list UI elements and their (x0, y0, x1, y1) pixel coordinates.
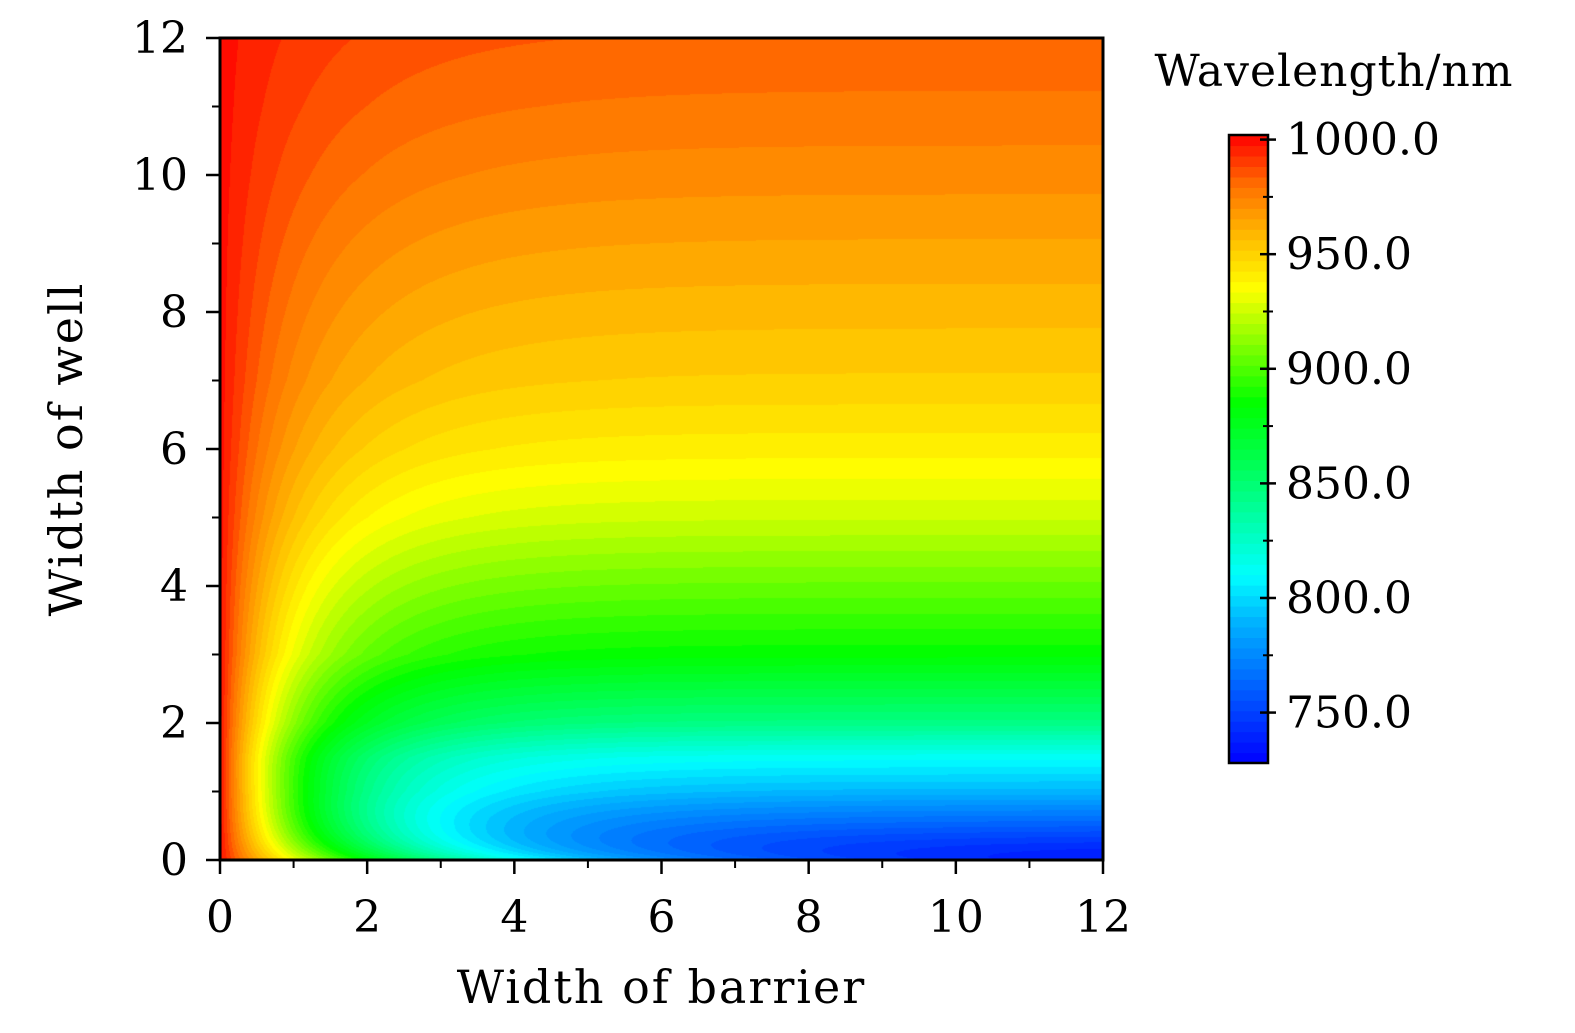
y-tick-label: 2 (160, 698, 188, 749)
colorbar-band (1229, 250, 1268, 262)
x-axis-title: Width of barrier (457, 960, 866, 1014)
colorbar-band (1229, 155, 1268, 167)
colorbar-band (1229, 553, 1268, 565)
x-tick-label: 2 (353, 892, 381, 943)
colorbar-band (1229, 135, 1268, 147)
colorbar-tick-label: 750.0 (1286, 688, 1412, 739)
colorbar-tick-label: 950.0 (1286, 229, 1412, 280)
colorbar-band (1229, 312, 1268, 324)
colorbar-band (1229, 145, 1268, 157)
colorbar-band (1229, 731, 1268, 743)
x-tick-label: 10 (928, 892, 984, 943)
colorbar-band (1229, 689, 1268, 701)
colorbar-band (1229, 229, 1268, 241)
y-tick-label: 8 (160, 287, 188, 338)
colorbar-band (1229, 658, 1268, 670)
plot-area (220, 38, 1103, 860)
colorbar-band (1229, 281, 1268, 293)
colorbar-band (1229, 501, 1268, 513)
colorbar-band (1229, 375, 1268, 387)
colorbar-band (1229, 218, 1268, 230)
x-tick-label: 8 (795, 892, 823, 943)
colorbar-band (1229, 606, 1268, 618)
colorbar-band (1229, 532, 1268, 544)
colorbar-band (1229, 710, 1268, 722)
colorbar-band (1229, 721, 1268, 733)
colorbar-tick-label: 1000.0 (1286, 115, 1440, 166)
colorbar-band (1229, 438, 1268, 450)
y-tick-label: 4 (160, 561, 188, 612)
y-tick-label: 0 (160, 835, 188, 886)
colorbar-band (1229, 333, 1268, 345)
colorbar-tick-label: 800.0 (1286, 573, 1412, 624)
colorbar-band (1229, 469, 1268, 481)
colorbar-band (1229, 626, 1268, 638)
colorbar-band (1229, 239, 1268, 251)
x-axis: 0 2 4 6 8 10 12 (206, 860, 1131, 943)
colorbar-band (1229, 407, 1268, 419)
colorbar-band (1229, 386, 1268, 398)
colorbar-band (1229, 187, 1268, 199)
colorbar-band (1229, 585, 1268, 597)
colorbar-band (1229, 480, 1268, 492)
colorbar-band (1229, 490, 1268, 502)
colorbar-band (1229, 323, 1268, 335)
colorbar-band (1229, 197, 1268, 209)
colorbar: 1000.0 950.0 900.0 850.0 800.0 750.0 (1227, 115, 1440, 765)
colorbar-band (1229, 354, 1268, 366)
x-tick-label: 0 (206, 892, 234, 943)
y-tick-label: 12 (132, 13, 188, 64)
y-tick-label: 6 (160, 424, 188, 475)
colorbar-tick-label: 850.0 (1286, 458, 1412, 509)
colorbar-band (1229, 302, 1268, 314)
colorbar-band (1229, 271, 1268, 283)
colorbar-band (1229, 637, 1268, 649)
colorbar-band (1229, 176, 1268, 188)
colorbar-band (1229, 543, 1268, 555)
colorbar-band (1229, 595, 1268, 607)
x-tick-label: 12 (1075, 892, 1131, 943)
colorbar-band (1229, 574, 1268, 586)
colorbar-band (1229, 752, 1268, 764)
colorbar-band (1229, 166, 1268, 178)
colorbar-band (1229, 344, 1268, 356)
colorbar-frame (1227, 133, 1270, 765)
colorbar-band (1229, 449, 1268, 461)
colorbar-band (1229, 428, 1268, 440)
colorbar-band (1229, 522, 1268, 534)
colorbar-band (1229, 208, 1268, 220)
colorbar-band (1229, 616, 1268, 628)
y-tick-label: 10 (132, 150, 188, 201)
colorbar-band (1229, 511, 1268, 523)
colorbar-band (1229, 260, 1268, 272)
colorbar-band (1229, 365, 1268, 377)
colorbar-band (1229, 647, 1268, 659)
colorbar-band (1229, 417, 1268, 429)
colorbar-tick-label: 900.0 (1286, 344, 1412, 395)
colorbar-band (1229, 742, 1268, 754)
colorbar-band (1229, 564, 1268, 576)
colorbar-band (1229, 292, 1268, 304)
colorbar-title: Wavelength/nm (1154, 46, 1513, 97)
y-axis-title: Width of well (39, 282, 93, 617)
colorbar-band (1229, 679, 1268, 691)
contour-field (220, 38, 1103, 860)
x-tick-label: 4 (500, 892, 528, 943)
x-tick-label: 6 (648, 892, 676, 943)
colorbar-band (1229, 459, 1268, 471)
colorbar-band (1229, 668, 1268, 680)
colorbar-band (1229, 700, 1268, 712)
y-axis: 0 2 4 6 8 10 12 (132, 13, 220, 886)
colorbar-band (1229, 396, 1268, 408)
